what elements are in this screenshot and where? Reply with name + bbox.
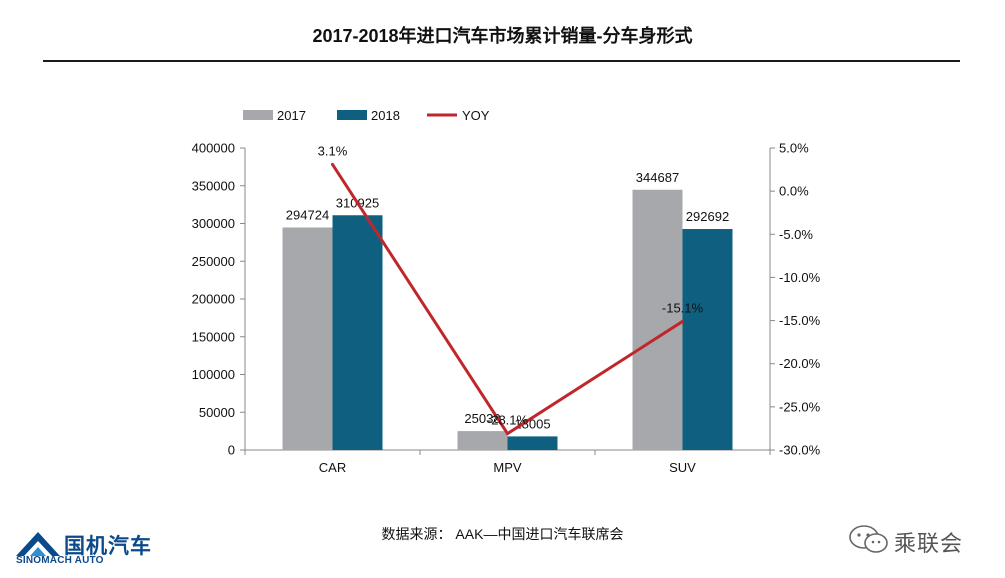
bar-data-label: 292692 <box>686 209 729 224</box>
left-axis-tick-label: 400000 <box>192 141 235 156</box>
bar-2018-car <box>332 215 383 450</box>
yoy-line <box>331 163 684 436</box>
yoy-point <box>506 432 509 436</box>
wechat-icon <box>849 525 888 553</box>
bar-data-label: 25038 <box>464 411 500 426</box>
yoy-data-label: 3.1% <box>318 143 348 158</box>
right-axis-tick-label: -30.0% <box>779 443 821 458</box>
left-axis-tick-label: 200000 <box>192 292 235 307</box>
legend-label: 2017 <box>277 108 306 123</box>
data-source-note: 数据来源： AAK—中国进口汽车联席会 <box>381 526 624 542</box>
page-title: 2017-2018年进口汽车市场累计销量-分车身形式 <box>312 26 693 46</box>
yoy-point <box>681 319 684 323</box>
left-axis-tick-label: 50000 <box>199 405 235 420</box>
sinomach-logo-cn: 国机汽车 <box>64 535 152 558</box>
bar-2018-suv <box>682 229 733 450</box>
left-axis-tick-label: 300000 <box>192 216 235 231</box>
bar-data-label: 344687 <box>636 170 679 185</box>
legend-swatch-2018 <box>337 110 367 120</box>
bar-data-label: 294724 <box>286 207 329 222</box>
sinomach-logo: 国机汽车 SINOMACH AUTO <box>16 528 166 572</box>
left-axis-tick-label: 350000 <box>192 178 235 193</box>
bar-2018-mpv <box>507 436 558 450</box>
left-axis-tick-label: 0 <box>228 443 235 458</box>
right-axis-tick-label: -25.0% <box>779 399 821 414</box>
x-axis-category-label: MPV <box>493 460 522 475</box>
bar-2017-car <box>282 227 333 450</box>
yoy-data-label: -15.1% <box>662 300 704 315</box>
cpca-logo-text: 乘联会 <box>894 531 964 556</box>
right-axis-tick-label: 5.0% <box>779 141 809 156</box>
right-axis-tick-label: -5.0% <box>779 227 813 242</box>
sinomach-mountain-icon <box>16 532 60 556</box>
bar-2017-suv <box>632 189 683 450</box>
title-divider <box>43 60 960 62</box>
x-axis-category-label: CAR <box>319 460 346 475</box>
left-axis-tick-label: 250000 <box>192 254 235 269</box>
right-axis-tick-label: -15.0% <box>779 313 821 328</box>
cpca-logo: 乘联会 <box>848 520 988 560</box>
yoy-point <box>331 162 334 166</box>
bar-data-label: 18005 <box>514 416 550 431</box>
right-axis-tick-label: 0.0% <box>779 184 809 199</box>
legend-swatch-2017 <box>243 110 273 120</box>
x-axis-category-label: SUV <box>669 460 696 475</box>
legend-label: 2018 <box>371 108 400 123</box>
right-axis-tick-label: -20.0% <box>779 356 821 371</box>
right-axis-tick-label: -10.0% <box>779 270 821 285</box>
left-axis-tick-label: 100000 <box>192 367 235 382</box>
yoy-data-label: -28.1% <box>487 413 529 428</box>
legend-label: YOY <box>462 108 490 123</box>
bar-2017-mpv <box>457 431 508 450</box>
left-axis-tick-label: 150000 <box>192 329 235 344</box>
sinomach-logo-en: SINOMACH AUTO <box>16 555 104 566</box>
